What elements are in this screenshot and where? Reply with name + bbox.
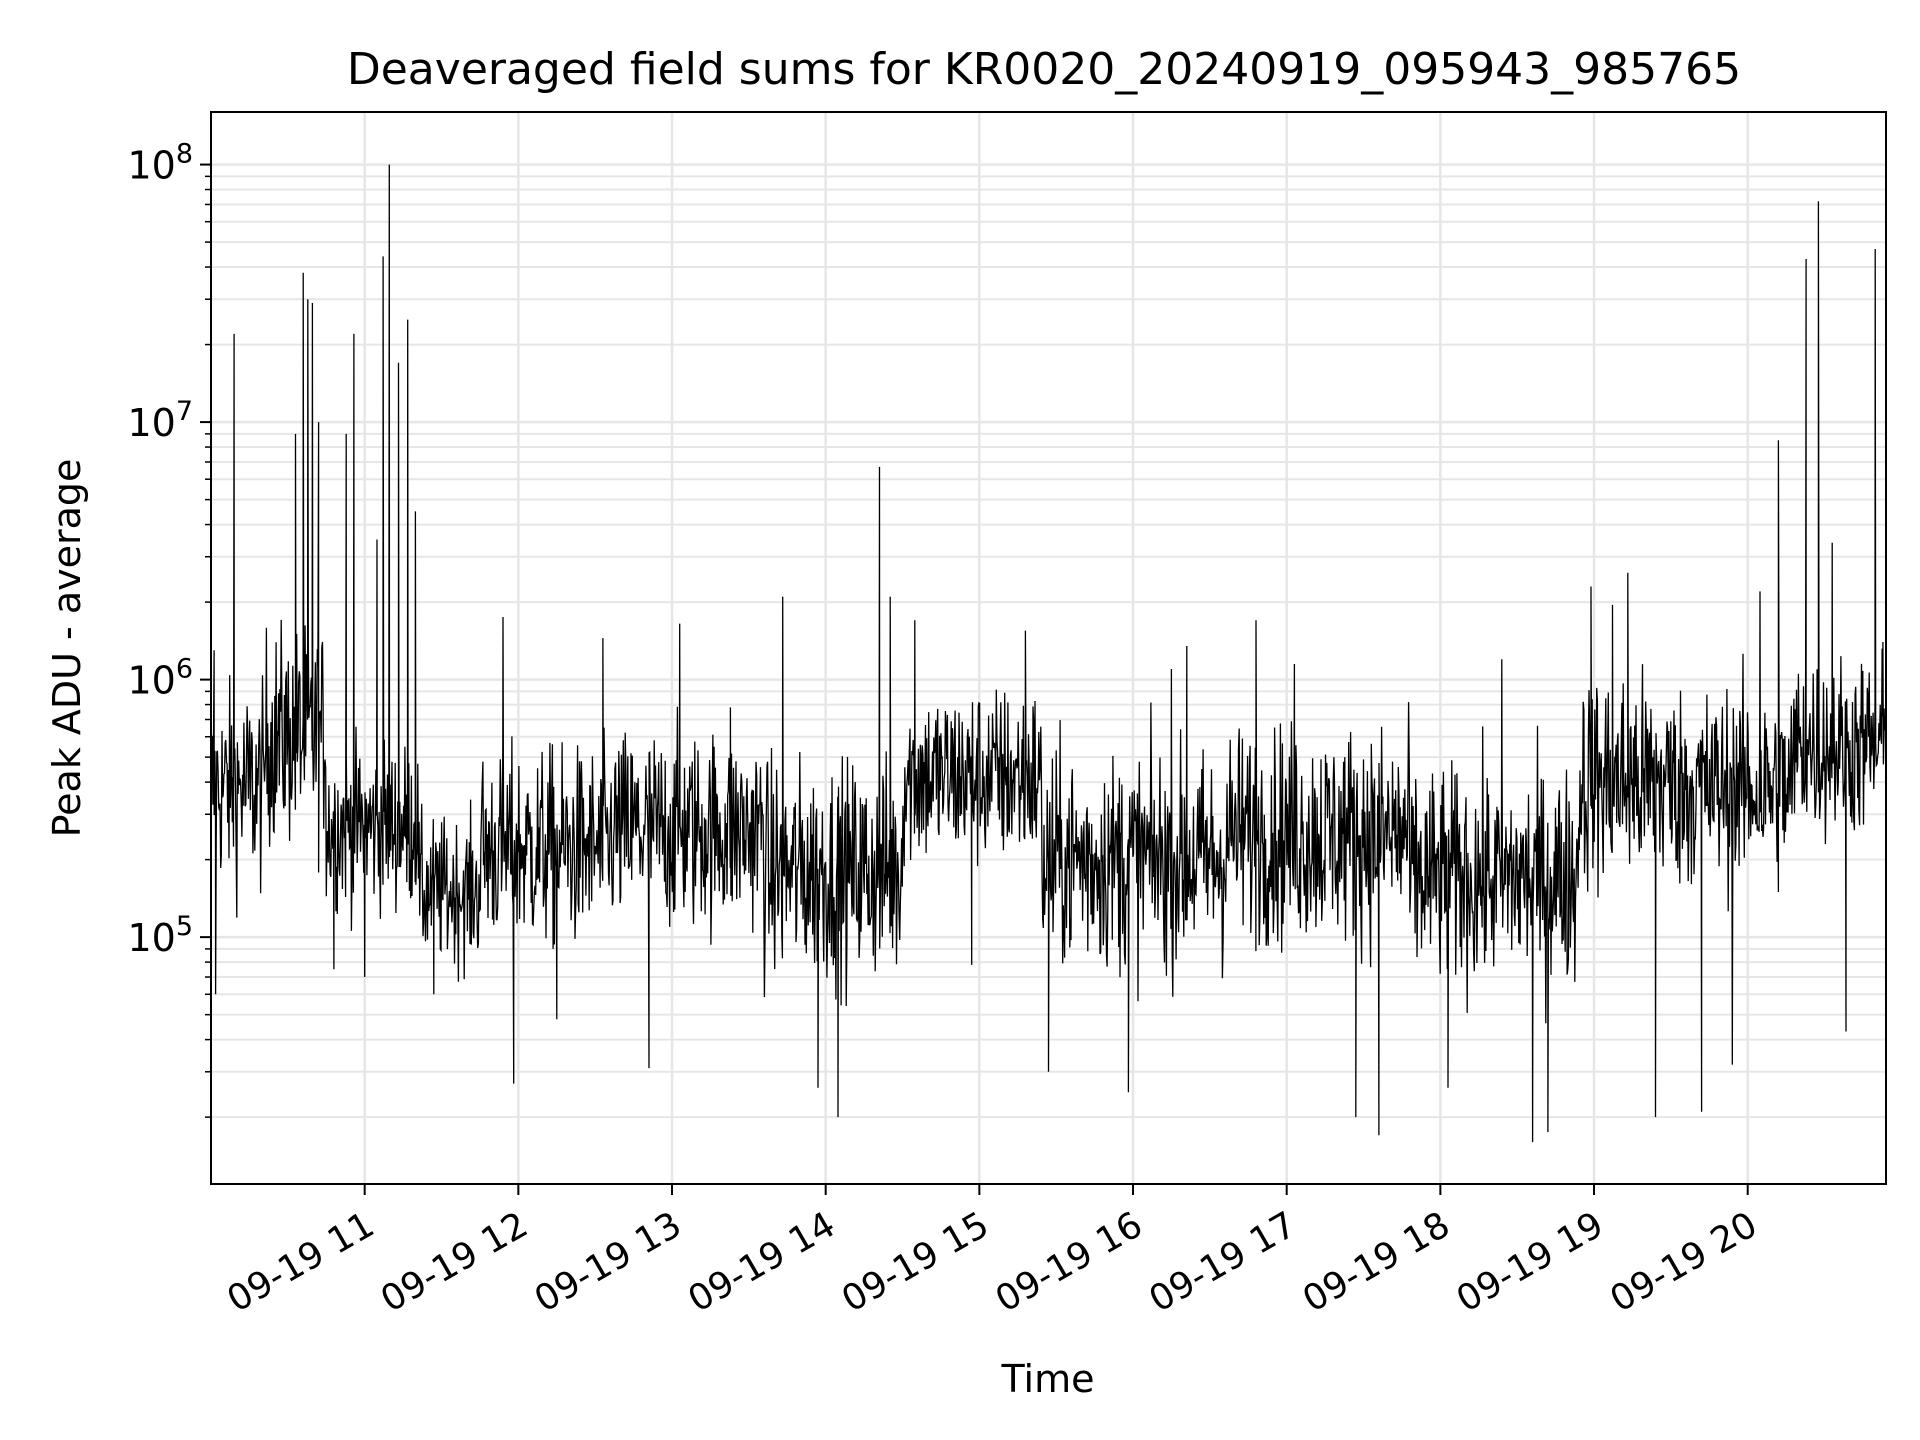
x-axis-label: Time [1001, 1357, 1095, 1401]
y-tick-label-base: 10 [127, 144, 175, 188]
plot-frame [210, 111, 1887, 1185]
y-tick-label: 105 [127, 911, 193, 960]
y-tick-label: 107 [127, 396, 193, 445]
y-tick-label-base: 10 [127, 401, 175, 445]
y-tick-label: 106 [127, 654, 193, 703]
y-tick-label-exponent: 8 [176, 139, 193, 170]
y-tick-label-exponent: 6 [176, 654, 193, 685]
y-tick-label-exponent: 5 [176, 911, 193, 942]
y-tick-label-base: 10 [127, 916, 175, 960]
series-path [210, 164, 1887, 1143]
y-tick-label: 108 [127, 139, 193, 188]
series-line [210, 164, 1887, 1143]
y-axis-label: Peak ADU - average [45, 459, 89, 838]
chart-title: Deaveraged field sums for KR0020_2024091… [347, 44, 1741, 95]
y-tick-label-exponent: 7 [176, 396, 193, 427]
y-tick-label-base: 10 [127, 659, 175, 703]
